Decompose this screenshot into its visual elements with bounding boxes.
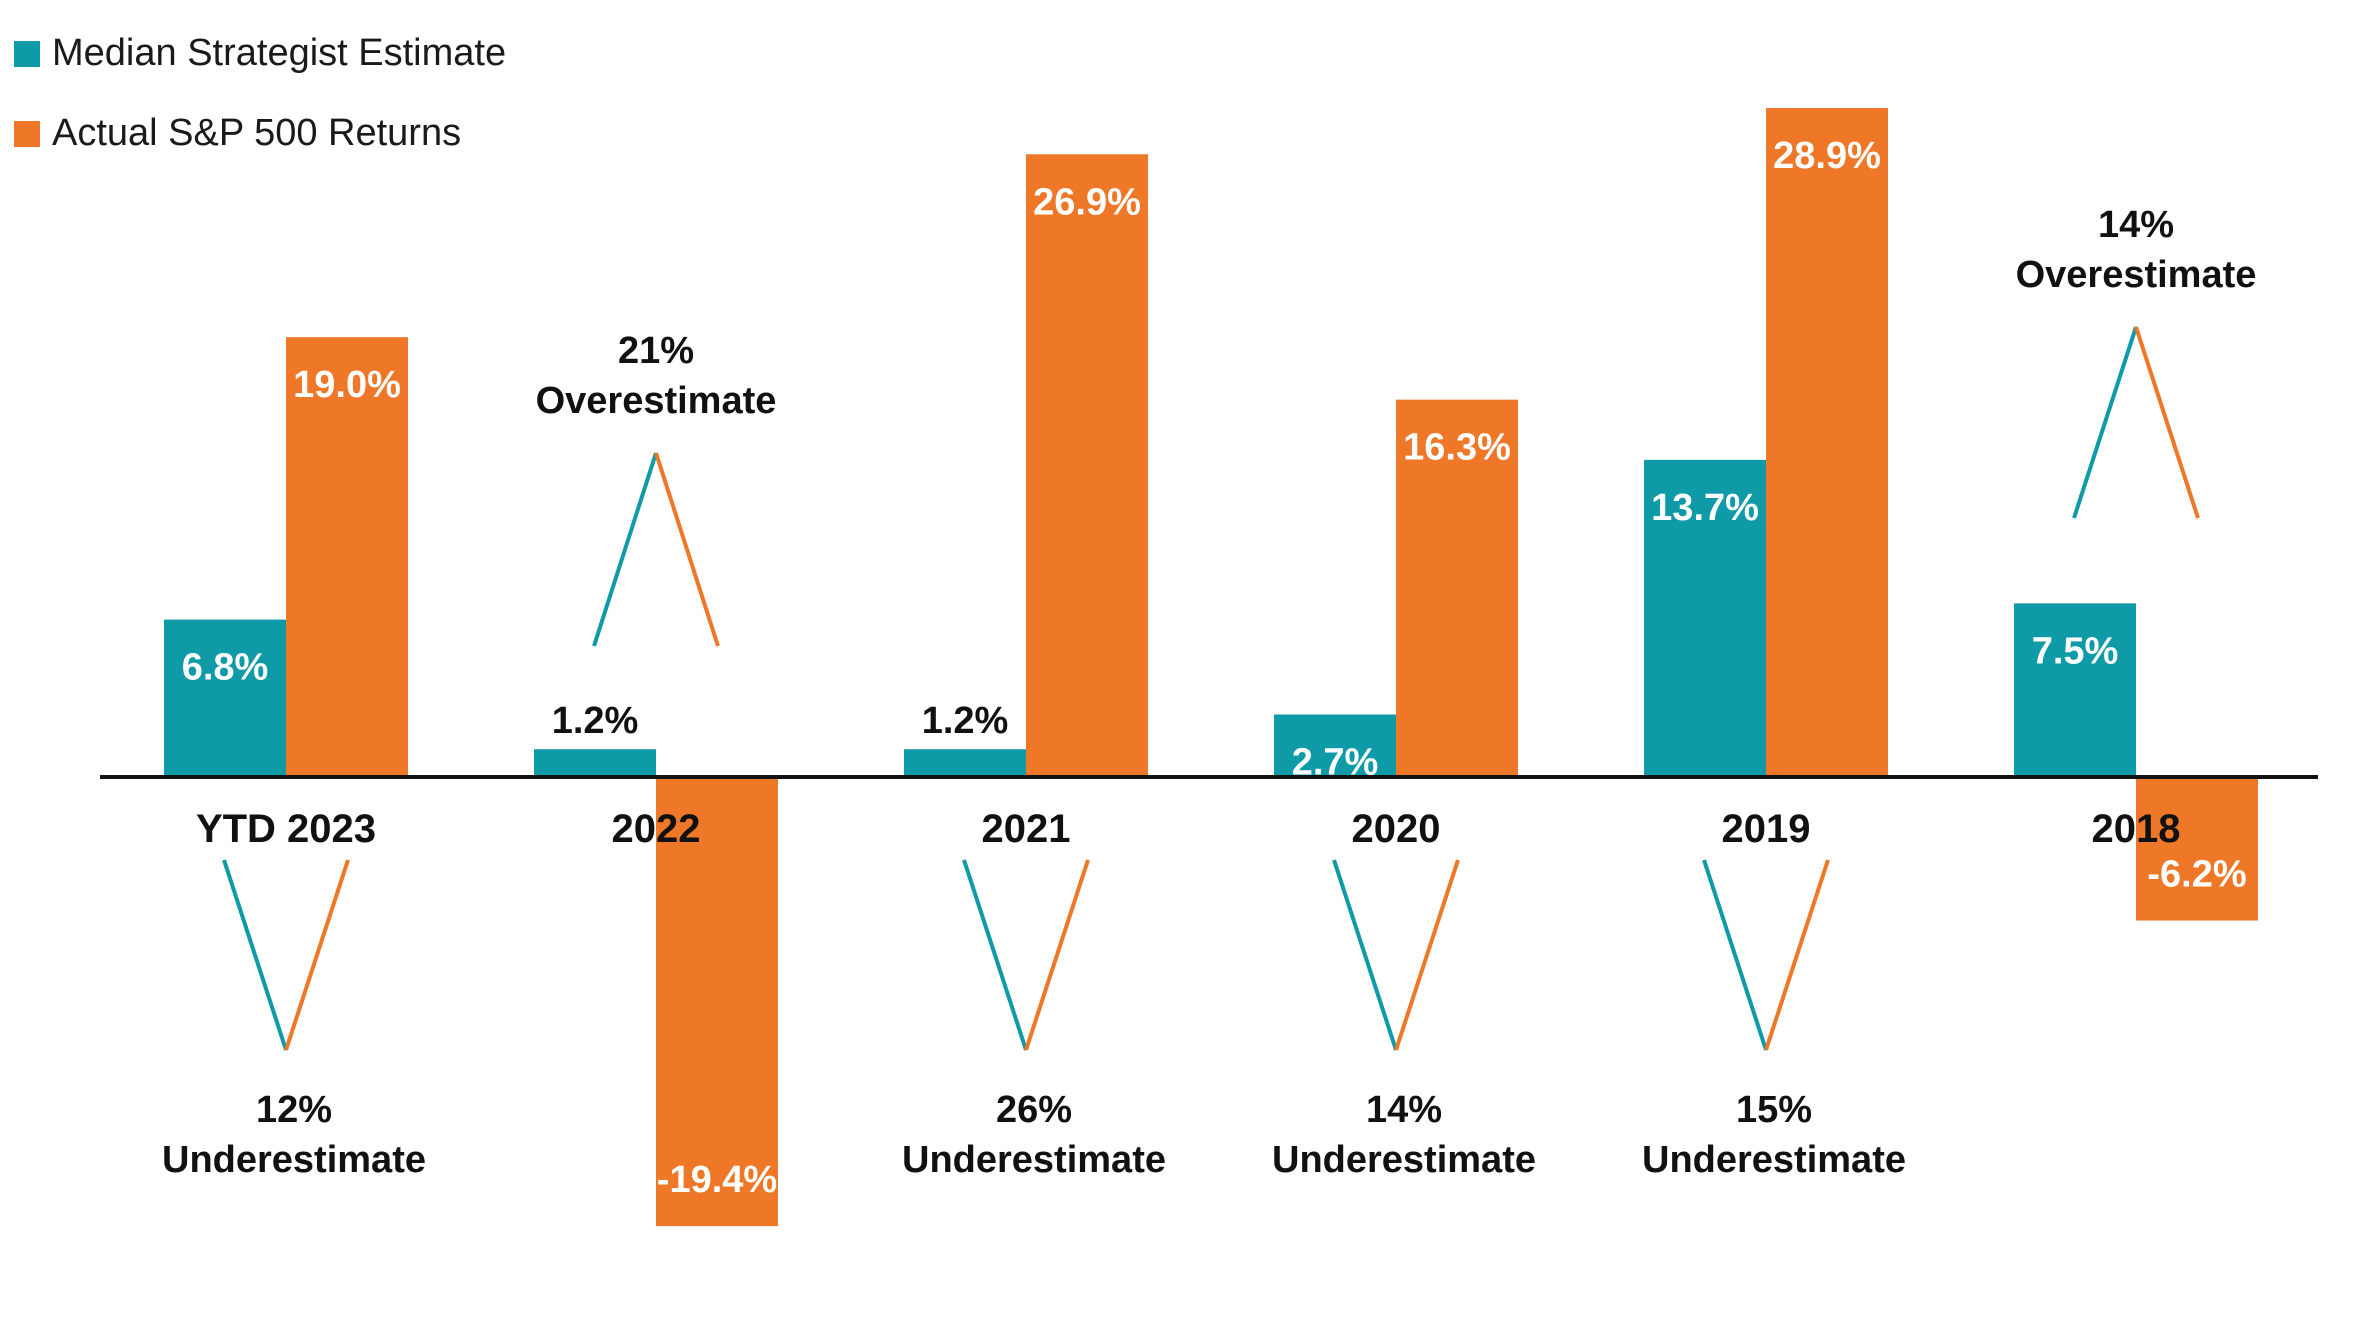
annotation-line-actual-5 [2134, 326, 2200, 519]
bar-actual-2 [1026, 154, 1148, 777]
bar-estimate-3 [1274, 714, 1396, 777]
annotation-line-estimate-3 [1332, 859, 1398, 1051]
bar-actual-0 [286, 337, 408, 777]
legend-swatch-actual [14, 120, 40, 147]
value-label-actual-2: 26.9% [1033, 181, 1141, 223]
value-label-estimate-5: 7.5% [2032, 630, 2119, 672]
legend-item-estimate: Median Strategist Estimate [14, 32, 506, 75]
annotation-text-3: Underestimate [1272, 1139, 1536, 1181]
value-label-actual-4: 28.9% [1773, 135, 1881, 177]
bar-estimate-0 [164, 619, 286, 777]
annotation-pct-0: 12% [256, 1089, 332, 1131]
annotation-line-actual-2 [1024, 859, 1090, 1051]
annotation-text-1: Overestimate [536, 380, 777, 422]
annotation-line-actual-3 [1394, 859, 1460, 1051]
annotation-text-2: Underestimate [902, 1139, 1166, 1181]
value-label-estimate-2: 1.2% [922, 700, 1009, 742]
annotation-text-0: Underestimate [162, 1139, 426, 1181]
bar-estimate-4 [1644, 459, 1766, 777]
category-label-2: 2021 [982, 807, 1071, 851]
category-label-1: 2022 [612, 807, 701, 851]
annotation-line-actual-1 [654, 452, 720, 647]
bar-actual-4 [1766, 107, 1888, 778]
annotation-pct-3: 14% [1366, 1089, 1442, 1131]
annotation-line-actual-0 [284, 859, 350, 1051]
category-label-0: YTD 2023 [196, 807, 376, 851]
value-label-actual-1: -19.4% [657, 1159, 777, 1201]
category-label-3: 2020 [1352, 807, 1441, 851]
annotation-line-estimate-5 [2072, 326, 2138, 519]
value-label-estimate-1: 1.2% [552, 700, 639, 742]
category-label-5: 2018 [2092, 807, 2181, 851]
bar-estimate-2 [904, 749, 1026, 777]
annotation-line-estimate-4 [1702, 859, 1768, 1051]
legend-swatch-estimate [14, 40, 40, 67]
legend-label-estimate: Median Strategist Estimate [52, 32, 507, 74]
bar-actual-1 [656, 777, 778, 1227]
annotation-pct-1: 21% [618, 330, 694, 372]
annotation-line-estimate-2 [962, 859, 1028, 1051]
legend-label-actual: Actual S&P 500 Returns [52, 112, 462, 154]
bar-actual-5 [2136, 777, 2258, 921]
value-label-actual-3: 16.3% [1403, 427, 1511, 469]
value-label-actual-5: -6.2% [2147, 854, 2246, 896]
annotation-pct-4: 15% [1736, 1089, 1812, 1131]
bar-actual-3 [1396, 399, 1518, 777]
category-label-4: 2019 [1722, 807, 1811, 851]
annotation-text-4: Underestimate [1642, 1139, 1906, 1181]
annotation-pct-2: 26% [996, 1089, 1072, 1131]
bar-estimate-1 [534, 749, 656, 777]
value-label-estimate-0: 6.8% [182, 647, 269, 689]
annotation-line-estimate-1 [592, 452, 658, 647]
annotation-line-estimate-0 [222, 859, 288, 1051]
bar-estimate-5 [2014, 603, 2136, 777]
annotation-line-actual-4 [1764, 859, 1830, 1051]
legend-item-actual: Actual S&P 500 Returns [14, 112, 461, 155]
annotation-pct-5: 14% [2098, 204, 2174, 246]
value-label-estimate-4: 13.7% [1651, 487, 1759, 529]
annotation-text-5: Overestimate [2016, 254, 2257, 296]
value-label-actual-0: 19.0% [293, 364, 401, 406]
